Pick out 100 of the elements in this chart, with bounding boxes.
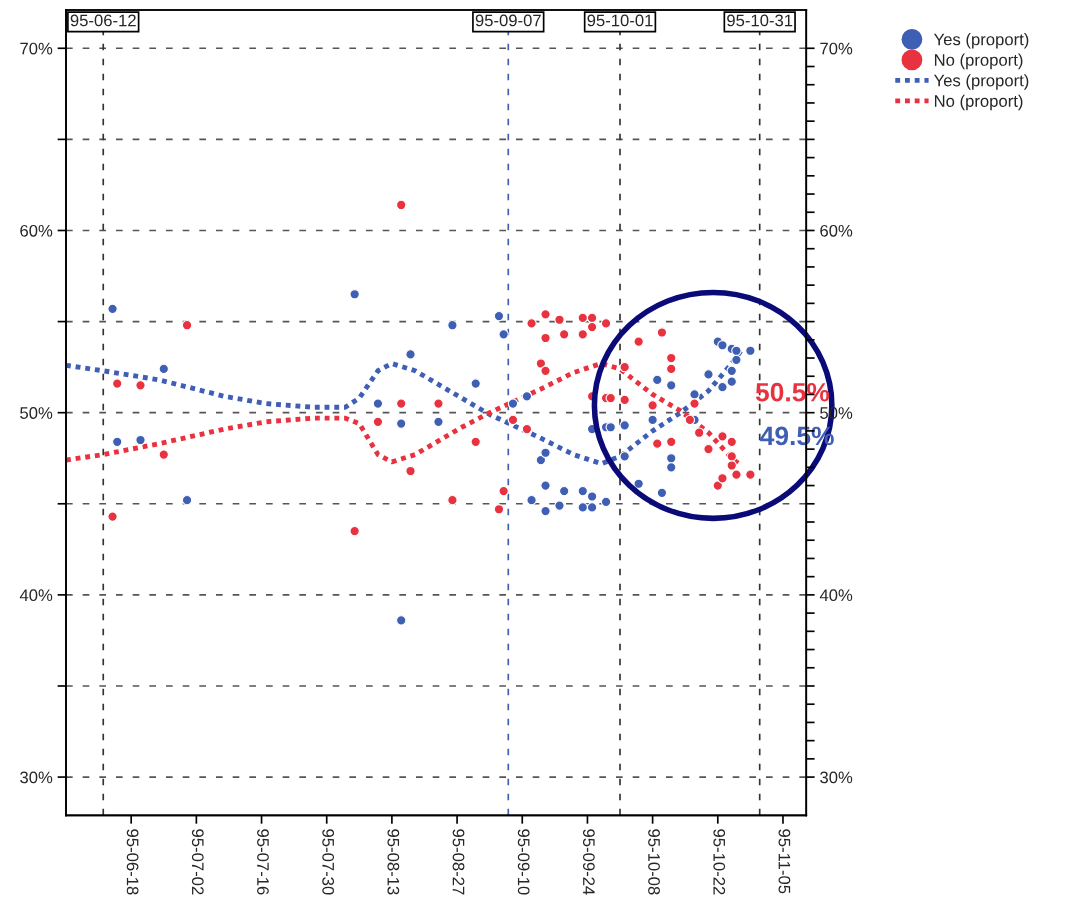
point [405,349,416,360]
point [726,365,737,376]
point [433,398,444,409]
point [493,504,505,515]
point [540,480,551,491]
point [372,398,384,409]
legend-label: Yes (proport) [933,33,1029,49]
y2-tick-label: 70% [820,42,853,55]
y2-tick-label: 60% [820,224,853,237]
point [731,469,742,480]
point [693,427,705,438]
point [135,380,146,391]
y2-tick-label: 40% [819,589,853,602]
point [112,378,123,389]
point [666,352,677,364]
y-tick-label: 30% [20,771,53,784]
point [395,418,407,429]
point [619,420,630,431]
point [633,478,644,489]
point [498,485,509,497]
point [605,392,616,404]
point [526,318,537,329]
point [656,487,668,499]
x-tick-label: 95-10-08 [648,829,660,895]
point [586,312,598,324]
point [726,436,737,448]
point [349,289,360,300]
x-tick-label: 95-07-16 [257,829,269,895]
point [731,354,742,366]
ref-line-label: 95-10-01 [587,14,653,27]
point [647,400,658,411]
point [577,502,588,513]
point [447,320,458,331]
point [703,369,714,380]
point [181,494,193,506]
point [535,358,547,369]
point [703,443,714,455]
point [395,615,407,626]
point [470,436,481,448]
point [577,329,588,340]
x-tick-label: 95-07-02 [191,829,204,895]
point [731,345,742,356]
point [558,485,570,497]
x-tick-label: 95-08-27 [452,829,465,895]
point [666,453,677,464]
x-tick-label: 95-06-18 [126,829,139,895]
point [666,436,677,448]
point [349,525,360,537]
y-tick-label: 50% [20,407,53,419]
point [619,361,630,373]
ref-line-label: 95-09-07 [475,14,541,27]
legend-label: No (proport) [934,53,1023,70]
point [666,380,677,391]
point [540,505,551,517]
point [586,502,598,513]
legend-label: No (proport) [934,94,1023,111]
point [652,374,663,386]
point [135,434,146,446]
point [689,389,700,400]
point [521,391,533,402]
point [540,447,551,458]
point [577,312,588,324]
point [605,422,616,433]
legend-label: Yes (proport) [933,74,1029,90]
point [717,473,728,484]
point [619,394,630,406]
point [554,500,565,511]
point [577,485,588,497]
point [586,321,598,333]
point [181,320,193,331]
point [726,451,737,462]
x-tick-label: 95-09-24 [582,829,595,895]
point [689,398,700,409]
point [498,329,509,340]
point [526,494,537,506]
y-tick-label: 60% [20,224,53,237]
point [540,365,551,376]
point [745,345,756,356]
point [447,494,458,506]
point [558,329,570,340]
y2-tick-label: 30% [820,771,853,784]
point [112,436,123,448]
point [717,340,728,351]
point [726,460,737,471]
point [540,309,551,320]
point [107,511,118,522]
point [717,431,728,442]
point [493,310,505,322]
point [726,376,737,387]
point [395,398,407,409]
y-tick-label: 40% [19,589,53,602]
point [600,318,612,329]
ref-line-label: 95-06-12 [70,14,136,27]
x-tick-label: 95-09-10 [517,829,530,895]
x-tick-label: 95-08-13 [387,829,400,895]
point [507,398,519,409]
x-tick-label: 95-07-30 [322,829,335,895]
point [586,491,598,502]
point [712,480,724,491]
point [554,314,565,325]
